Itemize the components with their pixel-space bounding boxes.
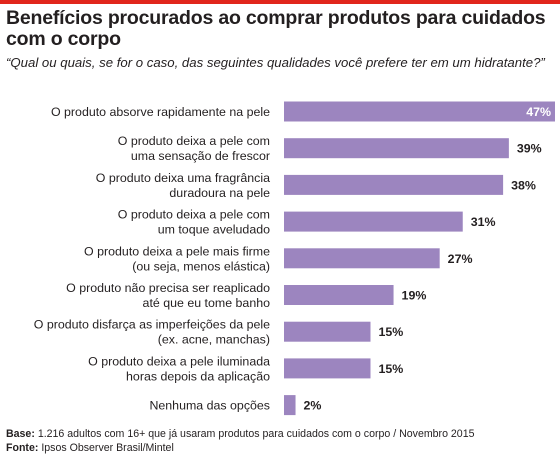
value-label-5: 27% <box>448 252 473 266</box>
value-label-3: 38% <box>511 178 536 192</box>
chart-title: Benefícios procurados ao comprar produto… <box>6 7 546 50</box>
bar-7 <box>284 321 371 342</box>
category-label-4-line-2: um toque aveludado <box>158 223 270 237</box>
chart-subtitle: “Qual ou quais, se for o caso, das segui… <box>6 55 545 70</box>
value-label-4: 31% <box>471 215 496 229</box>
category-label-2-line-2: uma sensação de frescor <box>131 149 270 163</box>
category-label-2-line-1: O produto deixa a pele com <box>118 134 270 148</box>
value-label-9: 2% <box>304 399 322 413</box>
footer-source-text: Ipsos Observer Brasil/Mintel <box>41 442 174 454</box>
bar-4 <box>284 211 463 232</box>
bar-8 <box>284 358 371 379</box>
category-label-4-line-1: O produto deixa a pele com <box>118 208 270 222</box>
footer-base-label: Base: <box>6 428 35 440</box>
category-label-9: Nenhuma das opções <box>149 399 270 413</box>
footer-source: Fonte: Ipsos Observer Brasil/Mintel <box>6 442 558 455</box>
value-label-2: 39% <box>517 142 542 156</box>
bar-5 <box>284 248 440 269</box>
category-label-5-line-1: O produto deixa a pele mais firme <box>84 244 270 258</box>
category-label-7-line-1: O produto disfarça as imperfeições da pe… <box>34 318 270 332</box>
top-accent-rule <box>0 0 560 4</box>
category-label-5-line-2: (ou seja, menos elástica) <box>132 259 270 273</box>
bar-3 <box>284 174 504 195</box>
category-label-8-line-1: O produto deixa a pele iluminada <box>88 354 270 368</box>
footer-base-text: 1.216 adultos com 16+ que já usaram prod… <box>37 428 475 440</box>
value-label-6: 19% <box>402 289 427 303</box>
category-label-3-line-2: duradoura na pele <box>169 186 270 200</box>
footer-source-label: Fonte: <box>6 442 39 454</box>
category-label-7-line-2: (ex. acne, manchas) <box>158 333 270 347</box>
bar-2 <box>284 138 509 159</box>
bar-9 <box>284 395 296 416</box>
footer-base: Base: 1.216 adultos com 16+ que já usara… <box>6 428 558 441</box>
category-label-6-line-2: até que eu tome banho <box>143 296 271 310</box>
category-label-6-line-1: O produto não precisa ser reaplicado <box>66 281 270 295</box>
category-label-1: O produto absorve rapidamente na pele <box>51 105 270 119</box>
category-label-8-line-2: horas depois da aplicação <box>126 369 270 383</box>
bar-1 <box>284 101 555 122</box>
value-label-7: 15% <box>378 325 403 339</box>
category-label-3-line-1: O produto deixa uma fragrância <box>96 171 270 185</box>
value-label-1: 47% <box>526 105 551 119</box>
bar-6 <box>284 285 394 305</box>
value-label-8: 15% <box>378 362 403 376</box>
